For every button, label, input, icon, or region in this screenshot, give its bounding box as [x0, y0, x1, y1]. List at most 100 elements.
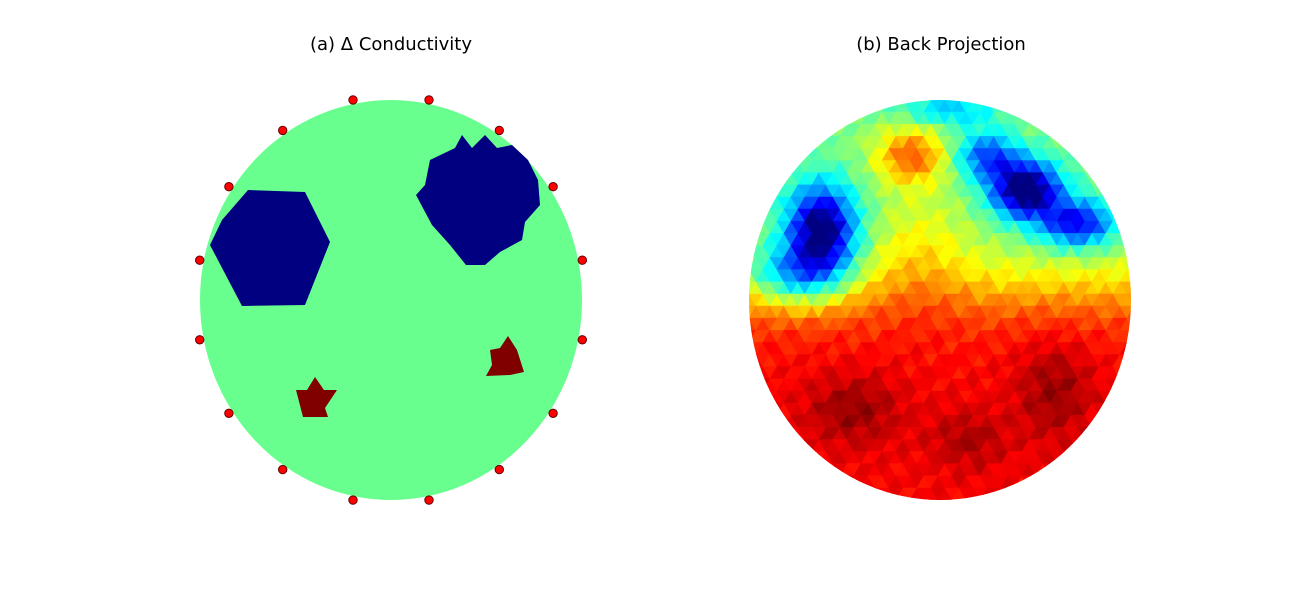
mesh-cell — [986, 100, 1002, 101]
mesh-cell — [755, 390, 771, 404]
mesh-cell — [1063, 451, 1079, 465]
mesh-cell — [1126, 329, 1131, 343]
mesh-cell — [825, 123, 841, 137]
mesh-cell — [1112, 390, 1128, 404]
mesh-cell — [923, 499, 939, 500]
mesh-cell — [1134, 294, 1148, 306]
electrode-5 — [348, 495, 358, 505]
mesh-cell — [972, 100, 988, 101]
mesh-cell — [749, 245, 750, 259]
electrode-3 — [494, 464, 504, 475]
mesh-cell — [804, 135, 820, 149]
mesh-cell — [1091, 172, 1107, 186]
electrode-14 — [494, 125, 504, 136]
mesh-cell — [1070, 439, 1086, 453]
mesh-cell — [790, 439, 806, 453]
mesh-cell — [1077, 438, 1093, 452]
mesh-cell — [951, 499, 967, 500]
mesh-cell — [993, 499, 1009, 500]
electrode-4 — [424, 495, 434, 505]
mesh-cell — [986, 487, 1002, 500]
mesh-cell — [769, 172, 785, 186]
mesh-cell — [776, 426, 792, 440]
inclusion-low-2 — [416, 135, 540, 265]
inclusion-low-1 — [210, 190, 330, 306]
mesh-cell — [1000, 100, 1016, 113]
mesh-cell — [1134, 282, 1148, 294]
mesh-cell — [749, 220, 757, 234]
electrode-13 — [424, 95, 434, 105]
mesh-cell — [1119, 208, 1131, 222]
mesh-cell — [1119, 354, 1131, 368]
mesh-cell — [1014, 100, 1030, 113]
mesh-cell — [832, 475, 848, 489]
conductivity-plot — [195, 95, 587, 505]
mesh-cell — [749, 329, 750, 343]
mesh-cell — [749, 208, 764, 222]
mesh-cell — [965, 499, 981, 500]
mesh-cell — [1070, 135, 1086, 149]
mesh-cell — [1105, 402, 1121, 416]
mesh-cell — [1084, 426, 1100, 440]
mesh-cell — [1035, 111, 1051, 125]
mesh-cell — [790, 148, 806, 162]
electrode-9 — [195, 255, 205, 265]
mesh-cell — [769, 414, 785, 428]
mesh-cell — [1119, 366, 1131, 380]
electrode-10 — [224, 182, 234, 192]
mesh-cell — [749, 317, 750, 332]
mesh-cell — [755, 196, 771, 210]
mesh-cell — [1134, 306, 1148, 318]
panel-back-projection: (b) Back Projection — [650, 0, 1300, 600]
mesh-cell — [937, 499, 953, 500]
mesh-cell — [888, 499, 904, 500]
mesh-cell — [1126, 354, 1131, 368]
mesh-cell — [860, 100, 876, 113]
mesh-cell — [1126, 232, 1131, 246]
electrode-11 — [278, 125, 288, 136]
mesh-cell — [832, 111, 848, 125]
mesh-cell — [839, 475, 855, 489]
mesh-cell — [1000, 487, 1016, 500]
mesh-cell — [762, 414, 778, 429]
electrode-16 — [577, 255, 587, 265]
mesh-cell — [853, 100, 869, 113]
mesh-cell — [797, 136, 813, 150]
mesh-cell — [909, 100, 925, 101]
mesh-cell — [1105, 196, 1121, 210]
electrode-2 — [548, 408, 558, 418]
mesh-cell — [958, 499, 974, 500]
mesh-cell — [1042, 463, 1058, 477]
mesh-cell — [937, 100, 953, 101]
mesh-cell — [1014, 487, 1030, 500]
mesh-cell — [881, 499, 897, 500]
mesh-cell — [749, 342, 750, 356]
mesh-cell — [1077, 147, 1093, 161]
mesh-cell — [1084, 160, 1100, 173]
mesh-cell — [1126, 257, 1131, 271]
mesh-cell — [1028, 111, 1044, 125]
mesh-cell — [749, 354, 757, 368]
mesh-cell — [1063, 136, 1079, 150]
electrode-8 — [195, 335, 205, 345]
mesh-cell — [846, 111, 862, 125]
mesh-cell — [1028, 475, 1044, 489]
mesh-cell — [874, 487, 890, 500]
mesh-cell — [979, 100, 995, 101]
mesh-cell — [1007, 100, 1023, 113]
mesh-cell — [811, 463, 827, 477]
mesh-cell — [1021, 100, 1037, 113]
mesh-cell — [749, 366, 757, 380]
mesh-cell — [930, 100, 946, 101]
mesh-cell — [930, 499, 946, 500]
mesh-cell — [1112, 208, 1128, 222]
back-projection-plot — [749, 100, 1148, 500]
mesh-cell — [1056, 463, 1072, 477]
mesh-cell — [1105, 184, 1121, 198]
mesh-cell — [909, 499, 925, 500]
mesh-cell — [749, 281, 750, 295]
panel-b-title: (b) Back Projection — [856, 34, 1026, 55]
mesh-cell — [1112, 378, 1128, 392]
mesh-cell — [818, 123, 834, 138]
mesh-cell — [749, 233, 757, 247]
